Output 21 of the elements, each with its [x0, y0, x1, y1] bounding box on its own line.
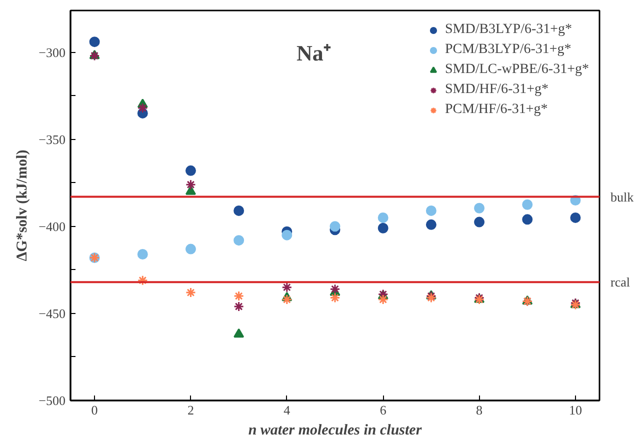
y-tick-label: −450 [38, 306, 66, 321]
x-tick-label: 2 [187, 402, 194, 418]
y-tick-label: −300 [38, 44, 66, 60]
y-tick-label: −500 [38, 393, 66, 408]
ref-line-label: rcal [610, 274, 630, 290]
x-tick-label: 4 [284, 402, 291, 418]
legend-label: PCM/HF/6-31+g* [444, 101, 548, 119]
x-axis-title: n water molecules in cluster [248, 422, 422, 438]
legend-label: SMD/B3LYP/6-31+g* [444, 21, 572, 39]
x-tick-label: 0 [91, 402, 98, 418]
legend-label: SMD/LC-wPBE/6-31+g* [444, 61, 589, 79]
y-tick-label: −350 [38, 132, 66, 147]
legend-label: SMD/HF/6-31+g* [444, 81, 549, 99]
x-tick-label: 10 [568, 402, 582, 418]
legend-label: PCM/B3LYP/6-31+g* [444, 41, 572, 59]
ref-line-label: bulk [610, 189, 634, 204]
y-axis-title: ΔG*solv (kJ/mol) [14, 150, 31, 262]
x-tick-label: 6 [380, 402, 387, 418]
annotation: Na⁺ [296, 40, 332, 66]
y-tick-label: −400 [38, 218, 66, 234]
x-tick-label: 8 [476, 402, 483, 418]
